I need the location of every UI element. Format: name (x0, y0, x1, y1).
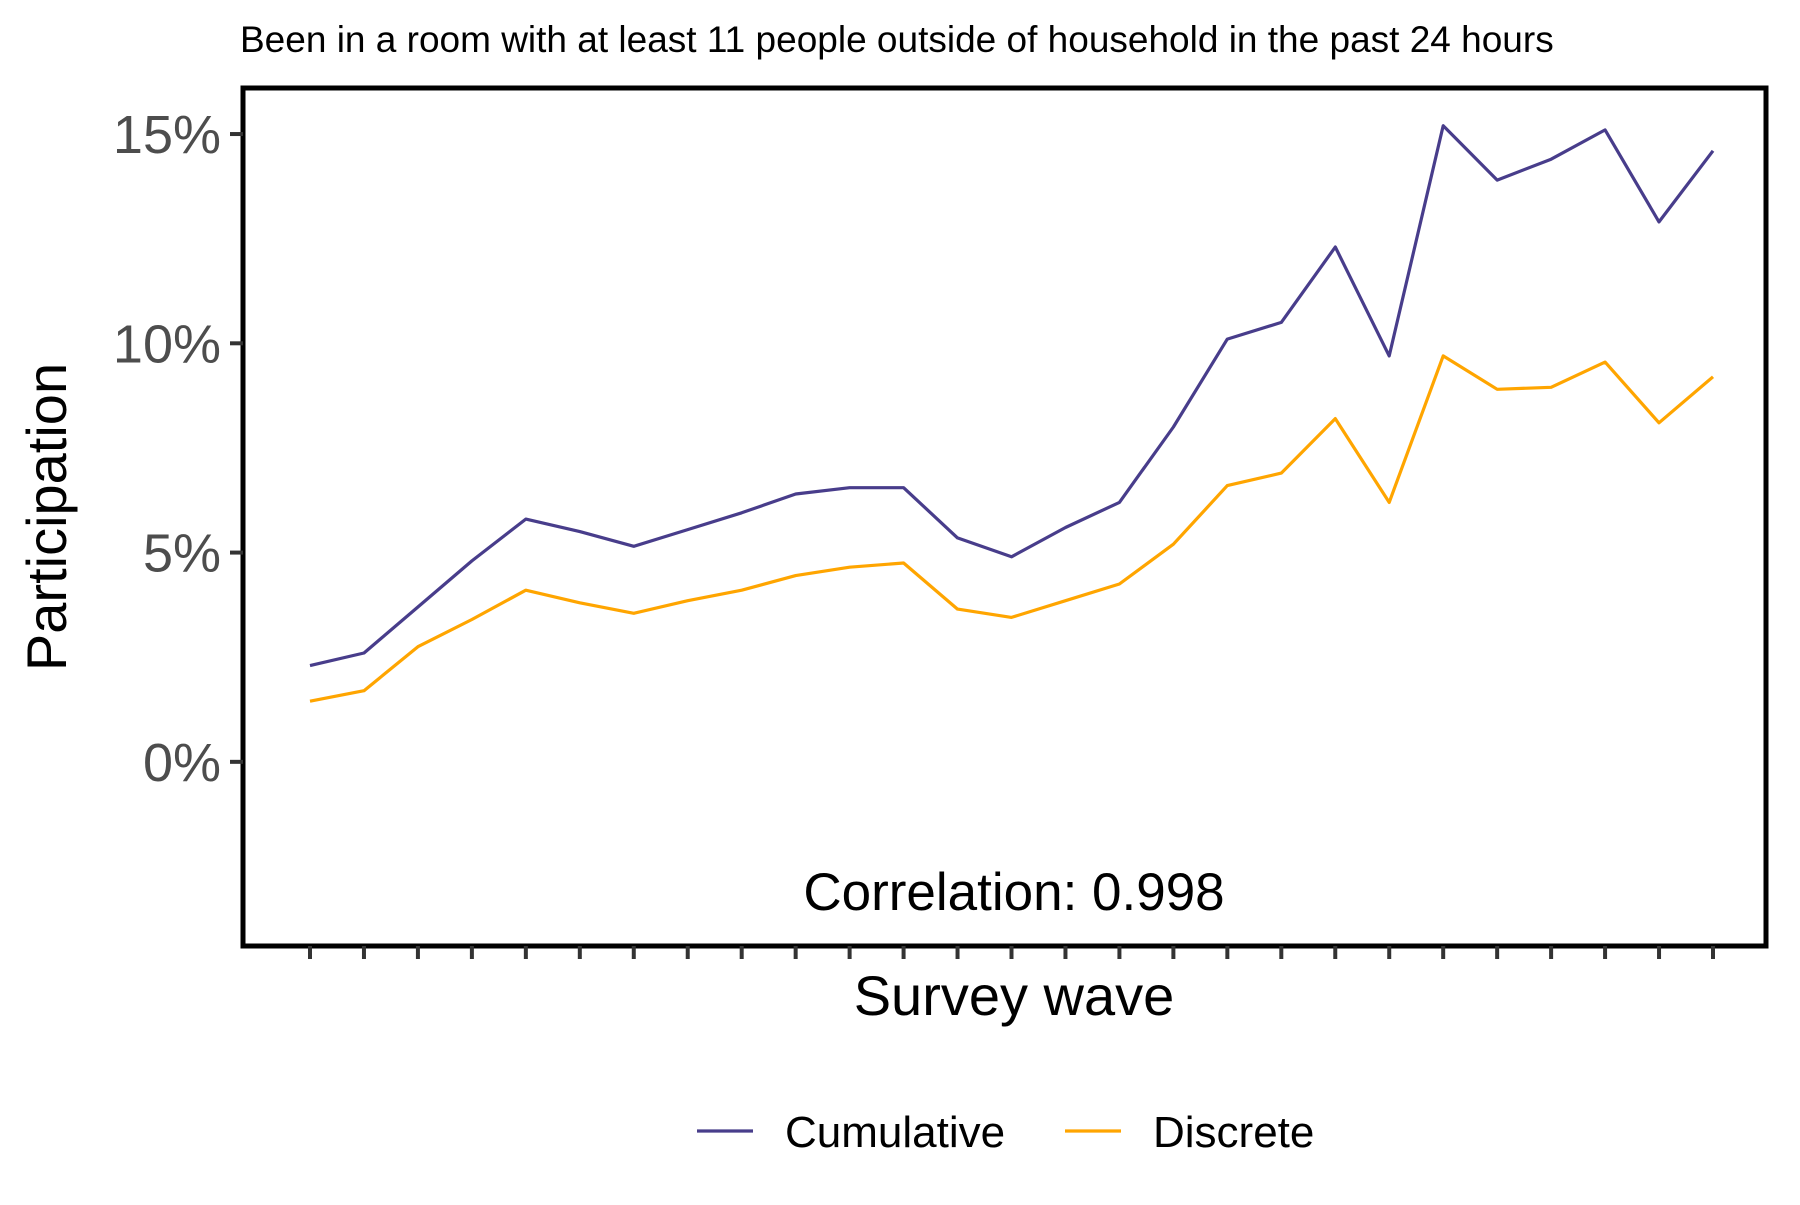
series-line-cumulative (309, 124, 1715, 668)
legend-label-cumulative: Cumulative (785, 1108, 1005, 1157)
y-axis-title: Participation (15, 363, 78, 671)
y-tick-label: 5% (143, 524, 221, 584)
y-axis: 0% 5% 10% 15% (113, 105, 243, 793)
y-tick-label: 15% (113, 105, 221, 165)
series-line-discrete (309, 354, 1715, 703)
legend-label-discrete: Discrete (1153, 1108, 1314, 1157)
x-axis-title: Survey wave (854, 964, 1175, 1027)
y-tick-label: 10% (113, 314, 221, 374)
plot-panel-border (240, 85, 1769, 949)
x-axis (308, 946, 1715, 959)
correlation-annotation: Correlation: 0.998 (803, 863, 1224, 922)
chart-title: Been in a room with at least 11 people o… (240, 19, 1554, 60)
series-group (309, 124, 1715, 703)
y-tick-label: 0% (143, 733, 221, 793)
legend: Cumulative Discrete (697, 1108, 1314, 1157)
